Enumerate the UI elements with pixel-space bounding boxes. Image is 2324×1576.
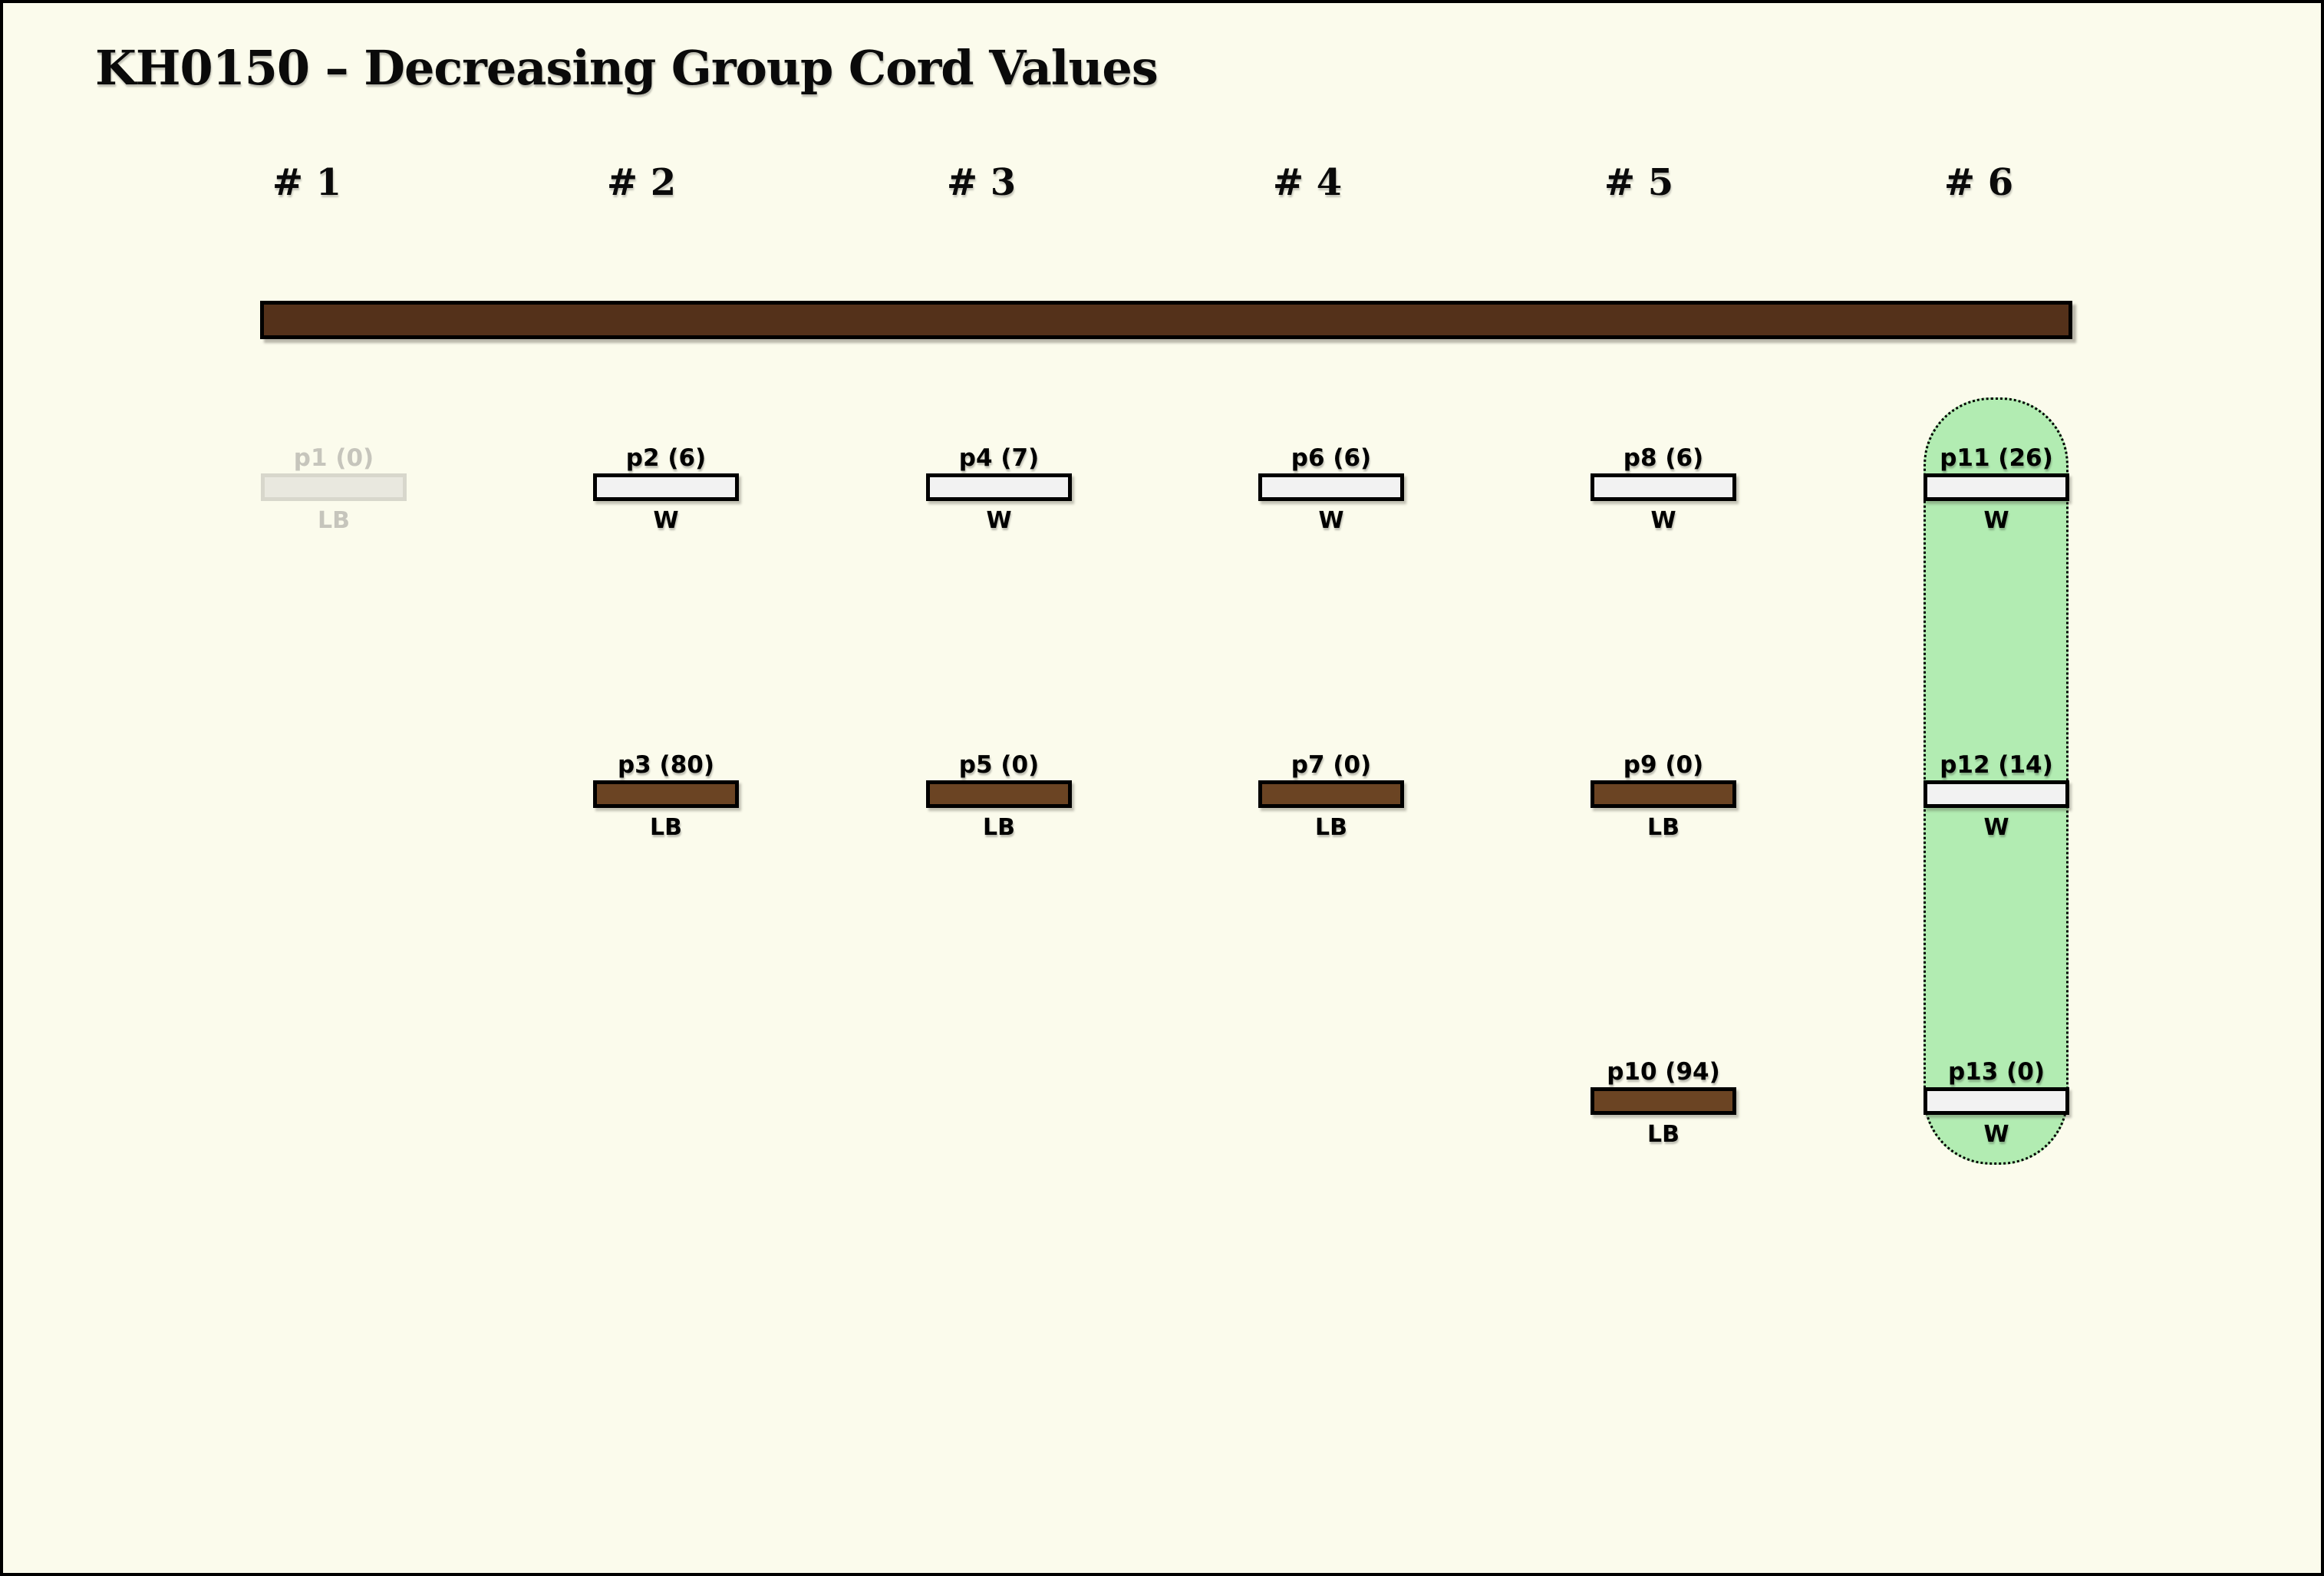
process-bar [926, 780, 1072, 808]
process-type-label: W [1983, 1121, 2009, 1148]
process-label: p10 (94) [1607, 1058, 1720, 1086]
process-type-label: LB [650, 814, 682, 841]
process-bar [261, 473, 407, 501]
process-type-label: W [653, 507, 679, 534]
process-bar [1923, 473, 2069, 501]
process-label: p13 (0) [1947, 1058, 2045, 1086]
process-node-p7: p7 (0) LB [1258, 750, 1404, 841]
process-bar [1923, 1087, 2069, 1115]
column-header-6: # 6 [1943, 161, 2014, 204]
process-label: p7 (0) [1291, 751, 1372, 779]
process-node-p11: p11 (26) W [1923, 443, 2069, 534]
process-node-p3: p3 (80) LB [593, 750, 739, 841]
column-header-1: # 1 [272, 161, 342, 204]
process-node-p2: p2 (6) W [593, 443, 739, 534]
process-type-label: W [1983, 814, 2009, 841]
process-type-label: LB [1647, 814, 1680, 841]
column-header-3: # 3 [946, 161, 1017, 204]
process-label: p12 (14) [1940, 751, 2053, 779]
process-label: p5 (0) [958, 751, 1040, 779]
process-node-p1: p1 (0) LB [261, 443, 407, 534]
process-node-p12: p12 (14) W [1923, 750, 2069, 841]
process-bar [1591, 473, 1736, 501]
process-label: p1 (0) [293, 444, 374, 472]
process-label: p4 (7) [958, 444, 1040, 472]
process-bar [1258, 780, 1404, 808]
process-type-label: LB [318, 507, 350, 534]
process-bar [593, 780, 739, 808]
process-type-label: LB [1647, 1121, 1680, 1148]
process-type-label: LB [1315, 814, 1347, 841]
process-node-p6: p6 (6) W [1258, 443, 1404, 534]
process-type-label: W [1983, 507, 2009, 534]
process-node-p5: p5 (0) LB [926, 750, 1072, 841]
page-title: KH0150 – Decreasing Group Cord Values [95, 40, 1159, 96]
process-label: p11 (26) [1940, 444, 2053, 472]
process-node-p13: p13 (0) W [1923, 1057, 2069, 1148]
process-label: p3 (80) [617, 751, 715, 779]
process-node-p10: p10 (94) LB [1591, 1057, 1736, 1148]
process-type-label: W [1318, 507, 1344, 534]
process-bar [926, 473, 1072, 501]
column-header-5: # 5 [1604, 161, 1674, 204]
process-label: p6 (6) [1291, 444, 1372, 472]
column-header-4: # 4 [1272, 161, 1343, 204]
process-bar [1591, 1087, 1736, 1115]
process-label: p9 (0) [1623, 751, 1704, 779]
process-node-p4: p4 (7) W [926, 443, 1072, 534]
column-header-2: # 2 [606, 161, 677, 204]
process-label: p8 (6) [1623, 444, 1704, 472]
process-type-label: W [986, 507, 1012, 534]
process-type-label: W [1650, 507, 1676, 534]
process-node-p9: p9 (0) LB [1591, 750, 1736, 841]
process-type-label: LB [983, 814, 1015, 841]
process-node-p8: p8 (6) W [1591, 443, 1736, 534]
process-bar [1923, 780, 2069, 808]
group-cord-bar [260, 301, 2072, 339]
process-bar [1258, 473, 1404, 501]
process-bar [1591, 780, 1736, 808]
process-bar [593, 473, 739, 501]
process-label: p2 (6) [625, 444, 707, 472]
